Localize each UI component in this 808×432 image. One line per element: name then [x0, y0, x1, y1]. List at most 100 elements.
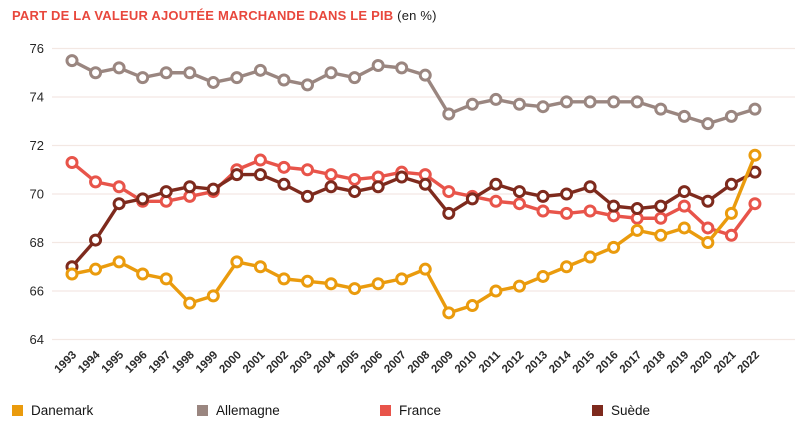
- data-point-allemagne-2014: [560, 95, 574, 109]
- x-axis-label-group-2006: 2006: [359, 349, 386, 376]
- x-axis-label-2016: 2016: [594, 349, 621, 376]
- data-point-france-2021: [724, 228, 738, 242]
- x-axis-label-group-2019: 2019: [665, 349, 692, 376]
- series-line-france: [70, 158, 757, 237]
- data-point-danemark-2011: [489, 284, 503, 298]
- data-point-suede-2019: [677, 185, 691, 199]
- x-axis-label-1996: 1996: [123, 349, 150, 376]
- x-axis-label-2017: 2017: [618, 349, 645, 376]
- x-axis-label-2007: 2007: [382, 349, 409, 376]
- data-point-danemark-2010: [465, 299, 479, 313]
- data-point-suede-2010: [465, 192, 479, 206]
- data-point-suede-1996: [136, 192, 150, 206]
- data-point-allemagne-2002: [277, 73, 291, 87]
- x-axis-label-group-2000: 2000: [217, 349, 244, 376]
- data-point-suede-2006: [371, 180, 385, 194]
- data-point-france-2003: [301, 163, 314, 177]
- chart-title-main: PART DE LA VALEUR AJOUTÉE MARCHANDE DANS…: [12, 8, 394, 23]
- data-point-france-2015: [583, 204, 597, 218]
- x-axis-label-group-2002: 2002: [264, 349, 291, 376]
- x-axis-label-group-2013: 2013: [524, 349, 551, 376]
- legend-swatch-allemagne: [197, 404, 208, 416]
- x-axis-label-group-2003: 2003: [288, 349, 315, 376]
- y-axis-label-66: 66: [30, 284, 44, 299]
- x-axis-label-group-2022: 2022: [735, 349, 762, 376]
- data-point-danemark-1994: [89, 262, 103, 276]
- data-point-allemagne-2006: [371, 58, 385, 72]
- x-axis-label-group-2005: 2005: [335, 349, 362, 376]
- x-axis-label-group-1994: 1994: [76, 349, 103, 376]
- x-axis-label-2018: 2018: [641, 349, 668, 376]
- legend-label-france: France: [399, 402, 442, 418]
- data-point-suede-2002: [277, 177, 291, 191]
- data-point-suede-2001: [253, 168, 267, 182]
- data-point-danemark-2007: [395, 272, 409, 286]
- x-axis-label-group-2021: 2021: [712, 349, 739, 376]
- y-axis-label-72: 72: [30, 138, 44, 153]
- data-point-suede-2008: [418, 177, 432, 191]
- data-point-danemark-2002: [277, 272, 291, 286]
- y-axis-label-68: 68: [30, 235, 44, 250]
- data-point-allemagne-2012: [512, 97, 526, 111]
- x-axis-label-2004: 2004: [312, 349, 339, 376]
- x-axis-label-group-1995: 1995: [100, 349, 127, 376]
- data-point-danemark-2019: [677, 221, 691, 235]
- data-point-suede-2009: [442, 206, 456, 220]
- x-axis-label-2013: 2013: [524, 349, 551, 376]
- x-axis-label-group-2017: 2017: [618, 349, 645, 376]
- data-point-allemagne-1997: [159, 66, 173, 80]
- data-point-france-2002: [277, 160, 291, 174]
- x-axis-label-1995: 1995: [100, 349, 127, 376]
- series-line-allemagne: [70, 58, 757, 126]
- data-point-france-2012: [512, 197, 526, 211]
- data-point-danemark-2017: [630, 223, 644, 237]
- data-point-suede-2014: [560, 187, 574, 201]
- x-axis-label-2000: 2000: [217, 349, 244, 376]
- data-point-suede-1999: [206, 182, 220, 196]
- data-point-danemark-1997: [159, 272, 173, 286]
- x-axis-label-group-2020: 2020: [688, 349, 715, 376]
- data-point-danemark-2021: [724, 206, 738, 220]
- data-point-allemagne-1996: [136, 71, 150, 85]
- data-point-danemark-2000: [230, 255, 244, 269]
- data-point-allemagne-2018: [654, 102, 668, 116]
- x-axis-label-group-2016: 2016: [594, 349, 621, 376]
- data-point-allemagne-2009: [442, 107, 456, 121]
- data-point-allemagne-2021: [724, 109, 738, 123]
- data-point-danemark-1999: [206, 289, 220, 303]
- x-axis-label-2009: 2009: [429, 349, 456, 376]
- x-axis-label-group-2018: 2018: [641, 349, 668, 376]
- data-point-allemagne-2007: [395, 61, 409, 75]
- data-point-suede-2004: [324, 180, 338, 194]
- x-axis-label-2015: 2015: [571, 349, 598, 376]
- data-point-danemark-2006: [371, 277, 385, 291]
- data-point-suede-2012: [512, 185, 526, 199]
- data-point-suede-1995: [112, 197, 126, 211]
- data-point-danemark-2005: [348, 282, 362, 296]
- x-axis-label-1993: 1993: [53, 349, 80, 376]
- data-point-danemark-1993: [65, 267, 79, 281]
- x-axis-label-2022: 2022: [735, 349, 762, 376]
- x-axis-label-group-2007: 2007: [382, 349, 409, 376]
- data-point-france-2004: [324, 168, 338, 182]
- data-point-suede-1997: [159, 185, 173, 199]
- data-point-allemagne-2015: [583, 95, 597, 109]
- x-axis-label-group-2010: 2010: [453, 349, 480, 376]
- data-point-france-2018: [654, 211, 668, 225]
- x-axis-label-2012: 2012: [500, 349, 527, 376]
- x-axis-label-group-2004: 2004: [312, 349, 339, 376]
- data-point-france-2022: [748, 197, 762, 211]
- data-point-danemark-2020: [701, 236, 715, 249]
- x-axis-label-group-1999: 1999: [194, 349, 221, 376]
- chart-title: PART DE LA VALEUR AJOUTÉE MARCHANDE DANS…: [12, 8, 437, 24]
- data-point-danemark-2015: [583, 250, 597, 264]
- x-axis-label-group-2009: 2009: [429, 349, 456, 376]
- x-axis-label-2008: 2008: [406, 349, 433, 376]
- chart-title-suffix: (en %): [393, 8, 437, 23]
- data-point-france-1993: [65, 155, 79, 169]
- x-axis-label-group-1998: 1998: [170, 349, 197, 376]
- data-point-allemagne-2004: [324, 66, 338, 80]
- x-axis-label-2010: 2010: [453, 349, 480, 376]
- data-point-allemagne-1998: [183, 66, 197, 80]
- x-axis-label-2021: 2021: [712, 349, 739, 376]
